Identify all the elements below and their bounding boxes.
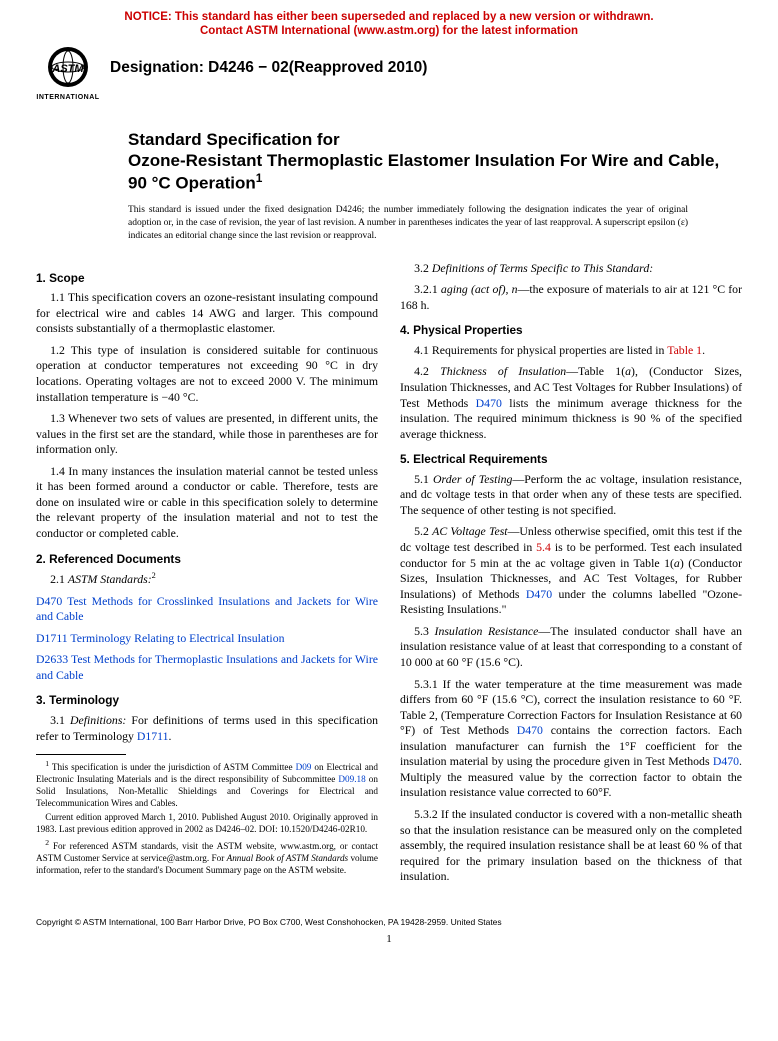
para-2-1: 2.1 ASTM Standards:2 <box>36 571 378 587</box>
ref-d470-code[interactable]: D470 <box>36 594 62 608</box>
para-3-2: 3.2 Definitions of Terms Specific to Thi… <box>400 261 742 277</box>
para-3-2-1: 3.2.1 aging (act of), n—the exposure of … <box>400 282 742 313</box>
p52-link2[interactable]: D470 <box>526 587 552 601</box>
ref-d470: D470 Test Methods for Crosslinked Insula… <box>36 594 378 625</box>
designation: Designation: D4246 − 02(Reapproved 2010) <box>110 59 427 77</box>
p531-link2[interactable]: D470 <box>713 754 739 768</box>
fn2-c: Annual Book of ASTM Standards <box>227 853 349 863</box>
para-1-2: 1.2 This type of insulation is considere… <box>36 343 378 405</box>
copyright-line: Copyright © ASTM International, 100 Barr… <box>36 917 742 927</box>
para-5-3: 5.3 Insulation Resistance—The insulated … <box>400 624 742 671</box>
notice-line-2: Contact ASTM International (www.astm.org… <box>200 25 578 37</box>
p52-a: 5.2 <box>414 524 432 538</box>
p31-link[interactable]: D1711 <box>137 729 169 743</box>
section-3-heading: 3. Terminology <box>36 693 378 709</box>
para-3-1: 3.1 Definitions: For definitions of term… <box>36 713 378 744</box>
para-4-2: 4.2 Thickness of Insulation—Table 1(a), … <box>400 364 742 442</box>
section-1-heading: 1. Scope <box>36 271 378 287</box>
ref-d1711: D1711 Terminology Relating to Electrical… <box>36 631 378 647</box>
para-1-3: 1.3 Whenever two sets of values are pres… <box>36 411 378 458</box>
p51-b: Order of Testing <box>433 472 512 486</box>
title-footnote-ref: 1 <box>256 171 263 185</box>
para-5-1: 5.1 Order of Testing—Perform the ac volt… <box>400 472 742 519</box>
para-5-3-2: 5.3.2 If the insulated conductor is cove… <box>400 807 742 885</box>
p31-d: . <box>169 729 172 743</box>
para-2-1-lead: 2.1 <box>50 572 68 586</box>
p42-b: Thickness of Insulation <box>440 364 566 378</box>
ref-d2633-code[interactable]: D2633 <box>36 652 68 666</box>
para-1-1: 1.1 This specification covers an ozone-r… <box>36 290 378 337</box>
astm-logo: ASTM INTERNATIONAL <box>36 45 100 101</box>
page: NOTICE: This standard has either been su… <box>0 0 778 975</box>
ref-d1711-code[interactable]: D1711 <box>36 631 68 645</box>
para-4-1: 4.1 Requirements for physical properties… <box>400 343 742 359</box>
footnote-1: 1 This specification is under the jurisd… <box>36 759 378 810</box>
p31-a: 3.1 <box>50 713 70 727</box>
p32-a: 3.2 <box>414 261 432 275</box>
title-prefix: Standard Specification for <box>128 129 742 150</box>
ref-d1711-text[interactable]: Terminology Relating to Electrical Insul… <box>68 631 285 645</box>
section-4-heading: 4. Physical Properties <box>400 323 742 339</box>
p52-b: AC Voltage Test <box>432 524 507 538</box>
p41-b: . <box>702 343 705 357</box>
body-columns: 1. Scope 1.1 This specification covers a… <box>36 261 742 891</box>
para-2-1-ital: ASTM Standards: <box>68 572 152 586</box>
astm-logo-icon: ASTM <box>38 45 98 93</box>
designation-text: Designation: D4246 − 02(Reapproved 2010) <box>110 59 427 76</box>
ref-d470-text[interactable]: Test Methods for Crosslinked Insulations… <box>36 594 378 624</box>
p42-c: —Table 1( <box>566 364 625 378</box>
para-5-2: 5.2 AC Voltage Test—Unless otherwise spe… <box>400 524 742 617</box>
p53-a: 5.3 <box>414 624 434 638</box>
p42-link[interactable]: D470 <box>476 396 502 410</box>
p42-a: 4.2 <box>414 364 440 378</box>
p531-link1[interactable]: D470 <box>517 723 543 737</box>
svg-text:ASTM: ASTM <box>51 63 84 75</box>
issuance-note: This standard is issued under the fixed … <box>128 204 688 242</box>
title-main-text: Ozone-Resistant Thermoplastic Elastomer … <box>128 151 719 193</box>
section-2-heading: 2. Referenced Documents <box>36 552 378 568</box>
p321-b: aging (act of), n <box>441 282 518 296</box>
para-2-1-fn: 2 <box>152 571 156 580</box>
p321-a: 3.2.1 <box>414 282 441 296</box>
p32-b: Definitions of Terms Specific to This St… <box>432 261 653 275</box>
page-number: 1 <box>36 933 742 945</box>
left-column: 1. Scope 1.1 This specification covers a… <box>36 271 378 877</box>
footnote-separator <box>36 754 126 755</box>
p41-link[interactable]: Table 1 <box>667 343 702 357</box>
notice-banner: NOTICE: This standard has either been su… <box>36 10 742 39</box>
ref-d2633-text[interactable]: Test Methods for Thermoplastic Insulatio… <box>36 652 378 682</box>
title-main: Ozone-Resistant Thermoplastic Elastomer … <box>128 150 742 194</box>
p52-link1[interactable]: 5.4 <box>536 540 551 554</box>
para-1-4: 1.4 In many instances the insulation mat… <box>36 464 378 542</box>
title-block: Standard Specification for Ozone-Resista… <box>128 129 742 194</box>
p53-b: Insulation Resistance <box>435 624 539 638</box>
p31-b: Definitions: <box>70 713 126 727</box>
header-row: ASTM INTERNATIONAL Designation: D4246 − … <box>36 45 742 101</box>
para-5-3-1: 5.3.1 If the water temperature at the ti… <box>400 677 742 802</box>
fn1-link1[interactable]: D09 <box>296 762 312 772</box>
footnotes: 1 This specification is under the jurisd… <box>36 759 378 877</box>
notice-line-1: NOTICE: This standard has either been su… <box>124 11 653 23</box>
fn1-link2[interactable]: D09.18 <box>338 774 365 784</box>
footnote-2: 2 For referenced ASTM standards, visit t… <box>36 838 378 877</box>
p41-a: 4.1 Requirements for physical properties… <box>414 343 667 357</box>
logo-caption: INTERNATIONAL <box>36 94 100 101</box>
fn1-b: This specification is under the jurisdic… <box>49 762 296 772</box>
footnote-1b: Current edition approved March 1, 2010. … <box>36 812 378 836</box>
p51-a: 5.1 <box>414 472 433 486</box>
section-5-heading: 5. Electrical Requirements <box>400 452 742 468</box>
ref-d2633: D2633 Test Methods for Thermoplastic Ins… <box>36 652 378 683</box>
